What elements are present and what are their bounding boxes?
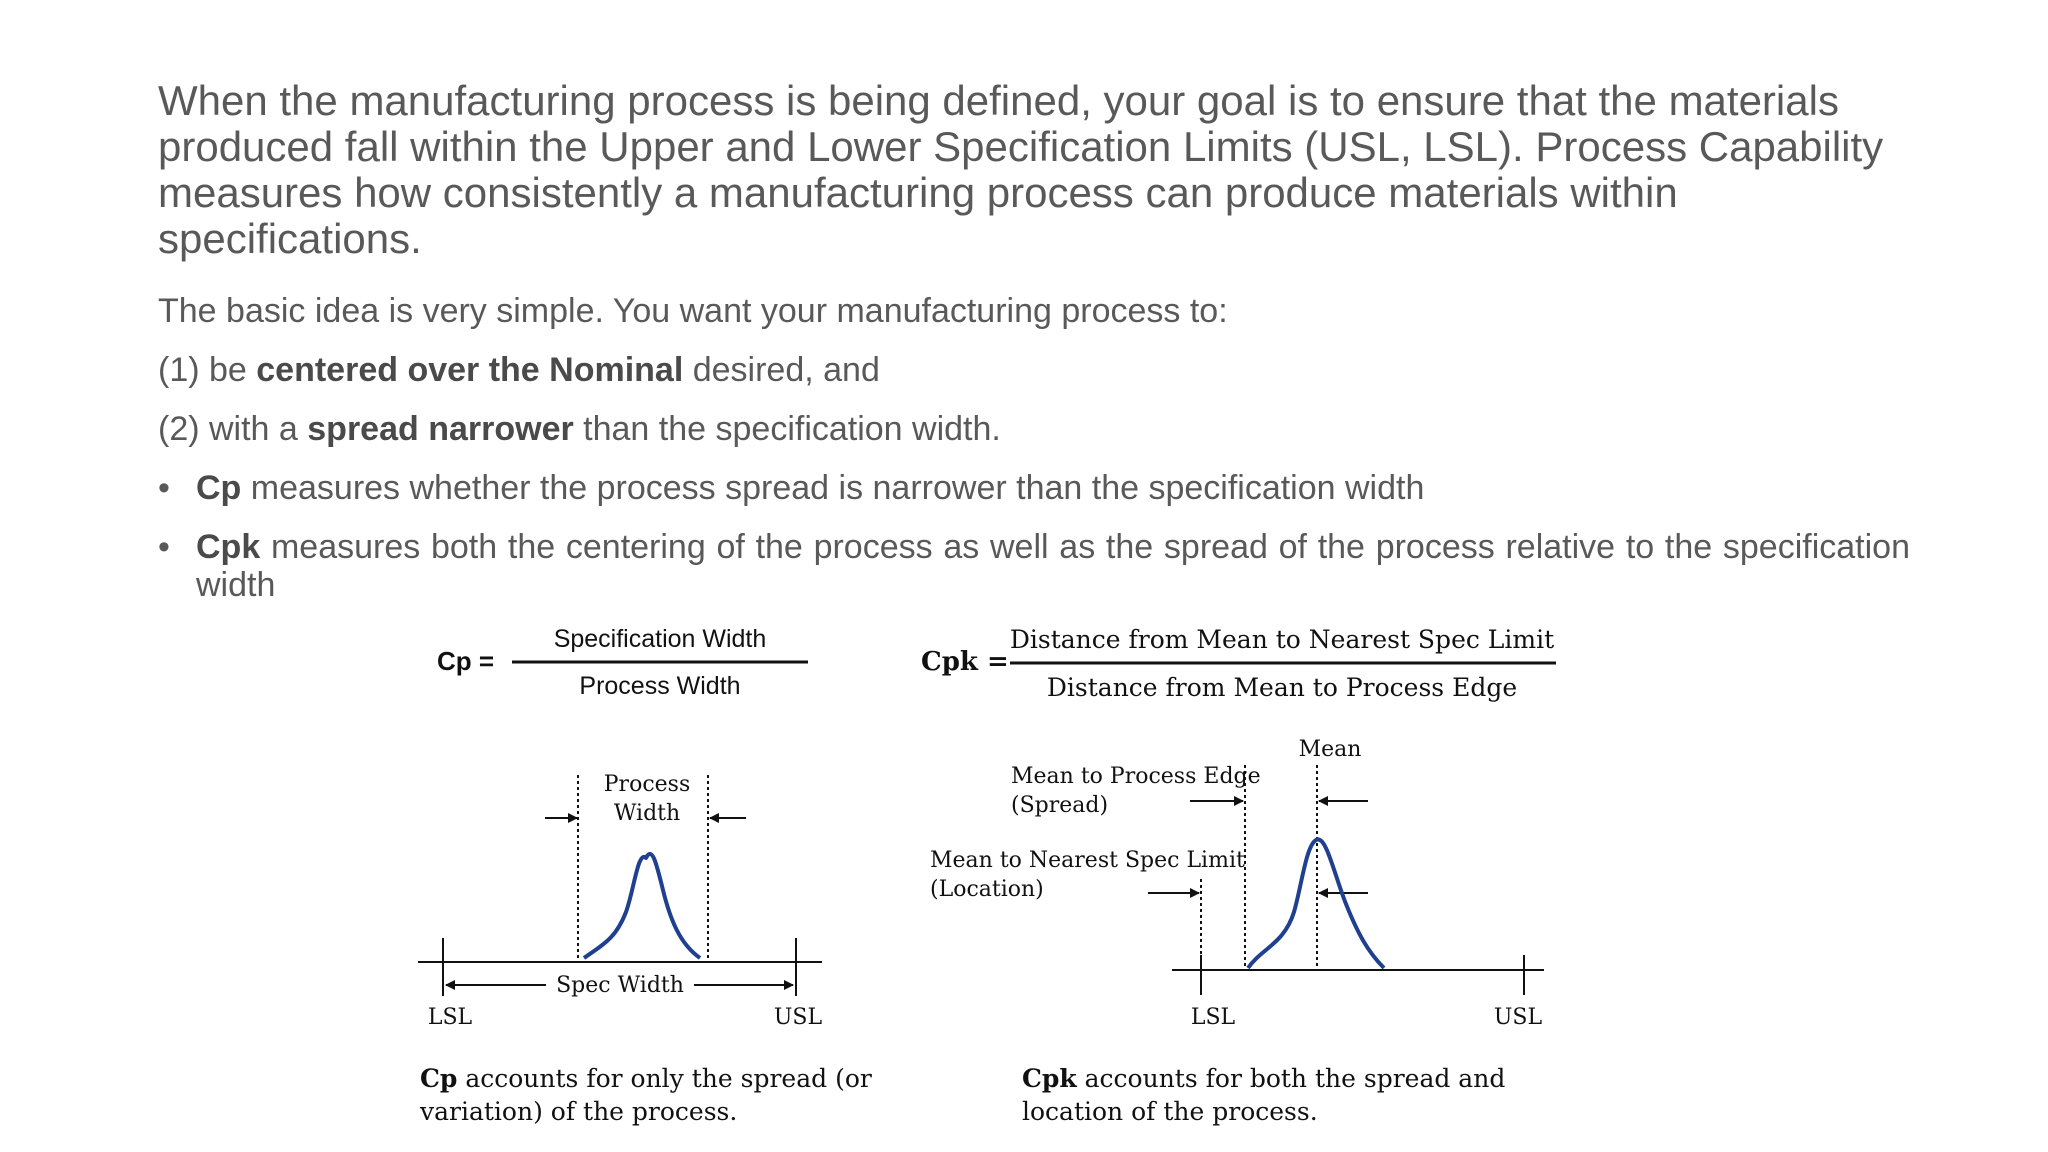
item-1-prefix: (1) be — [158, 351, 257, 389]
spread-label-1: Mean to Process Edge — [1011, 764, 1261, 789]
item-2-prefix: (2) with a — [158, 410, 308, 448]
spread-label-2: (Spread) — [1011, 793, 1108, 818]
cpk-lsl-label: LSL — [1191, 1005, 1236, 1030]
cp-formula-lhs: Cp = — [437, 646, 494, 676]
cp-formula: Cp = Specification Width Process Width — [437, 625, 808, 700]
mean-label: Mean — [1299, 737, 1362, 762]
cpk-caption-bold: Cpk — [1022, 1064, 1077, 1093]
cpk-diagram: Mean Mean to Process Edge (Spread) Mean … — [930, 737, 1544, 1126]
cp-diagram: Process Width Spec Width LSL USL Cp acco… — [418, 772, 872, 1126]
bullet-dot: • — [158, 528, 170, 566]
cp-caption-line-2: variation) of the process. — [419, 1097, 737, 1126]
intro-paragraph: When the manufacturing process is being … — [158, 77, 1884, 262]
cpk-usl-label: USL — [1494, 1005, 1543, 1030]
cpk-caption-line-1: Cpk accounts for both the spread and — [1022, 1064, 1505, 1093]
cp-lsl-label: LSL — [428, 1005, 473, 1030]
cp-caption-line-1: Cp accounts for only the spread (or — [420, 1064, 872, 1093]
location-label-1: Mean to Nearest Spec Limit — [930, 848, 1245, 873]
bullet-cpk-bold: Cpk — [196, 528, 261, 566]
item-1-bold: centered over the Nominal — [256, 351, 684, 389]
spec-width-label: Spec Width — [556, 973, 684, 998]
item-1-suffix: desired, and — [683, 351, 880, 389]
cpk-caption-text: accounts for both the spread and — [1077, 1064, 1506, 1093]
bullet-cp-text: measures whether the process spread is n… — [241, 469, 1425, 507]
basic-idea-paragraph: The basic idea is very simple. You want … — [158, 292, 1228, 330]
bullet-cpk-text: measures both the centering of the proce… — [196, 528, 1910, 604]
item-2-bold: spread narrower — [307, 410, 574, 448]
cp-caption-text: accounts for only the spread (or — [457, 1064, 871, 1093]
cp-numerator: Specification Width — [554, 625, 767, 653]
bullet-cp-bold: Cp — [196, 469, 242, 507]
cpk-formula-lhs: Cpk = — [921, 647, 1009, 677]
process-width-label-1: Process — [604, 772, 691, 797]
location-label-2: (Location) — [930, 877, 1044, 902]
bullet-dot: • — [158, 469, 170, 507]
cp-caption-bold: Cp — [420, 1064, 457, 1093]
cp-distribution-curve — [582, 851, 702, 960]
item-1: (1) be centered over the Nominal desired… — [158, 350, 880, 390]
item-2-suffix: than the specification width. — [573, 410, 1001, 448]
cpk-denominator: Distance from Mean to Process Edge — [1047, 673, 1517, 702]
cpk-formula: Cpk = Distance from Mean to Nearest Spec… — [921, 625, 1556, 702]
cpk-caption-line-2: location of the process. — [1022, 1097, 1318, 1126]
cp-denominator: Process Width — [579, 672, 740, 700]
cpk-distribution-curve — [1246, 837, 1386, 970]
cp-usl-label: USL — [774, 1005, 823, 1030]
process-width-label-2: Width — [614, 801, 680, 826]
cpk-numerator: Distance from Mean to Nearest Spec Limit — [1010, 625, 1554, 654]
item-2: (2) with a spread narrower than the spec… — [158, 409, 1001, 449]
